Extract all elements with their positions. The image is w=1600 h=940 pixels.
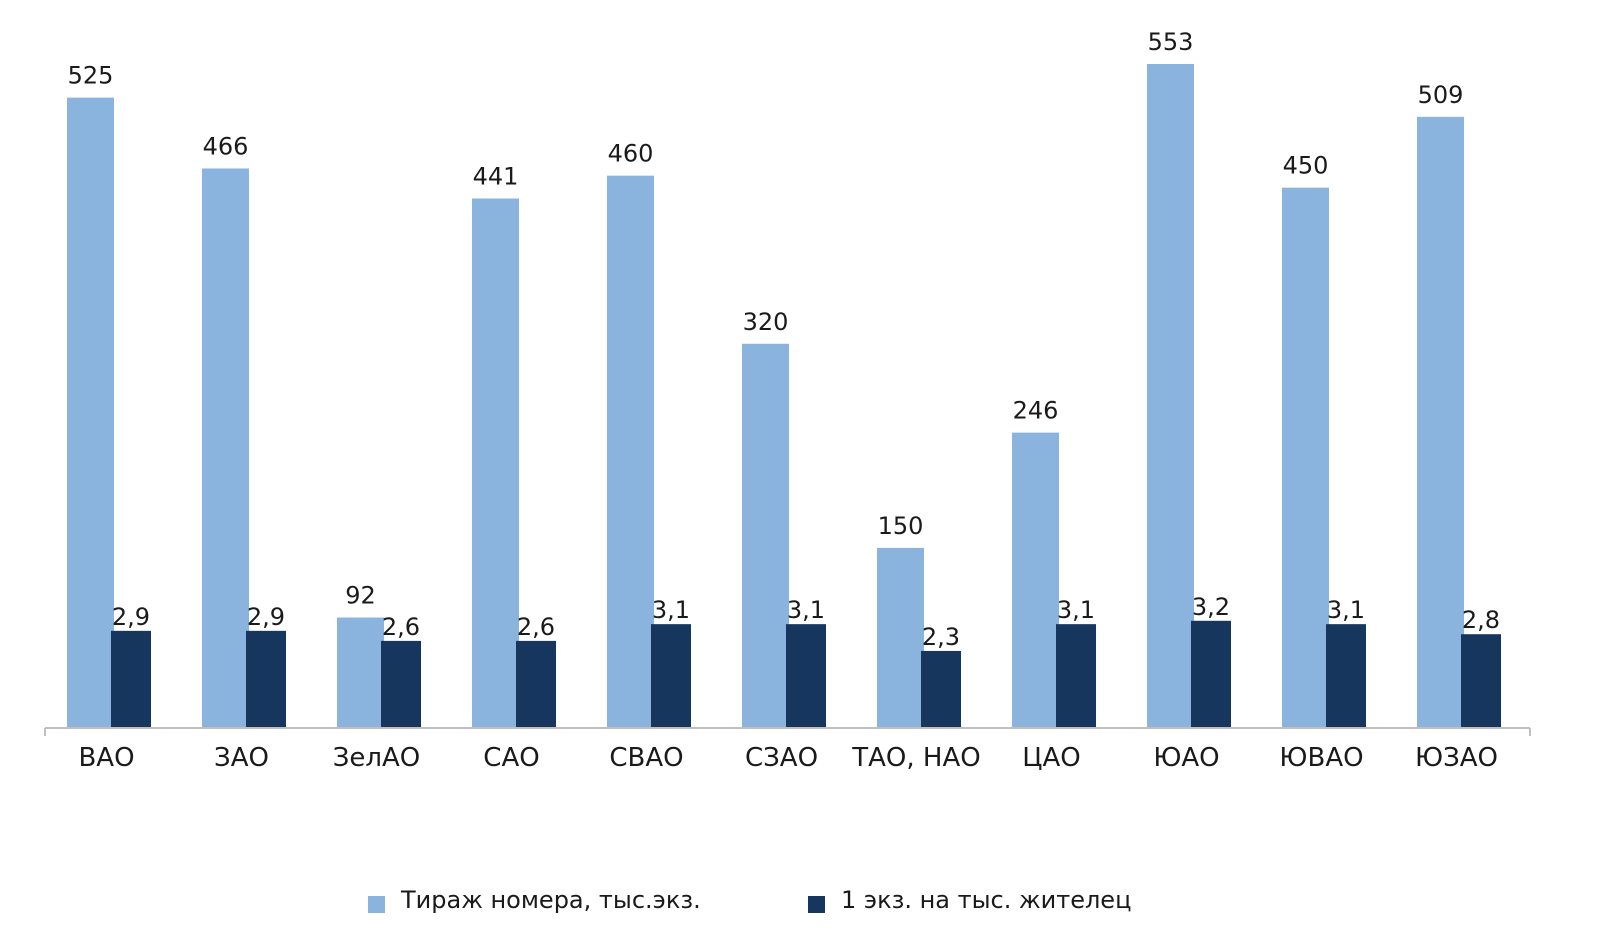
legend-swatch-series-1 xyxy=(368,895,385,913)
data-label-series-2-8: 3,1 xyxy=(1057,596,1095,624)
bar-series-2-5 xyxy=(651,624,691,728)
category-label-6: СЗАО xyxy=(745,743,818,773)
bar-series-2-3 xyxy=(381,640,421,728)
data-label-series-2-4: 2,6 xyxy=(517,613,555,641)
bar-series-2-7 xyxy=(921,650,961,728)
category-label-7: ТАО, НАО xyxy=(851,743,980,773)
data-label-series-2-11: 2,8 xyxy=(1462,606,1500,634)
category-label-3: ЗелАО xyxy=(333,743,421,773)
bar-chart: 5252,9ВАО4662,9ЗАО922,6ЗелАО4412,6САО460… xyxy=(44,28,1531,773)
data-label-series-2-5: 3,1 xyxy=(652,596,690,624)
bar-series-1-2 xyxy=(202,168,249,728)
bar-series-1-10 xyxy=(1282,187,1329,728)
category-label-4: САО xyxy=(483,743,539,773)
bar-series-1-9 xyxy=(1147,64,1194,728)
category-label-11: ЮЗАО xyxy=(1415,743,1498,773)
bar-series-2-4 xyxy=(516,640,556,728)
bar-series-2-6 xyxy=(786,624,826,728)
category-label-9: ЮАО xyxy=(1153,743,1219,773)
legend-label-series-1: Тираж номера, тыс.экз. xyxy=(401,886,701,914)
bar-series-2-1 xyxy=(111,630,151,728)
bar-series-1-6 xyxy=(742,343,789,728)
legend-swatch-series-2 xyxy=(808,895,825,913)
data-label-series-1-7: 150 xyxy=(878,512,924,540)
legend-item-series-2: 1 экз. на тыс. жителец xyxy=(808,885,1131,915)
bar-series-1-3 xyxy=(337,617,384,728)
bar-series-2-9 xyxy=(1191,620,1231,728)
data-label-series-1-3: 92 xyxy=(345,582,376,610)
bar-series-2-2 xyxy=(246,630,286,728)
legend-item-series-1: Тираж номера, тыс.экз. xyxy=(368,885,701,915)
data-label-series-2-10: 3,1 xyxy=(1327,596,1365,624)
data-label-series-2-2: 2,9 xyxy=(247,603,285,631)
data-label-series-2-1: 2,9 xyxy=(112,603,150,631)
data-label-series-1-2: 466 xyxy=(203,132,249,160)
bar-series-1-4 xyxy=(472,198,519,728)
data-label-series-2-9: 3,2 xyxy=(1192,593,1230,621)
data-label-series-1-9: 553 xyxy=(1148,28,1194,56)
data-label-series-1-4: 441 xyxy=(473,162,519,190)
category-label-2: ЗАО xyxy=(214,743,269,773)
category-label-5: СВАО xyxy=(609,743,683,773)
bar-series-1-7 xyxy=(877,547,924,728)
bar-series-2-10 xyxy=(1326,624,1366,728)
data-label-series-2-3: 2,6 xyxy=(382,613,420,641)
data-label-series-1-6: 320 xyxy=(743,308,789,336)
data-label-series-1-1: 525 xyxy=(68,62,114,90)
data-label-series-1-8: 246 xyxy=(1013,397,1059,425)
data-label-series-1-5: 460 xyxy=(608,140,654,168)
category-label-8: ЦАО xyxy=(1022,743,1080,773)
bar-series-2-11 xyxy=(1461,634,1501,728)
bar-series-1-5 xyxy=(607,175,654,729)
bar-series-1-1 xyxy=(67,97,114,729)
bar-series-1-11 xyxy=(1417,116,1464,728)
category-label-10: ЮВАО xyxy=(1279,743,1363,773)
legend-label-series-2: 1 экз. на тыс. жителец xyxy=(841,886,1132,914)
bar-series-2-8 xyxy=(1056,624,1096,728)
bar-series-1-8 xyxy=(1012,432,1059,728)
data-label-series-1-11: 509 xyxy=(1418,81,1464,109)
category-label-1: ВАО xyxy=(78,743,134,773)
data-label-series-2-7: 2,3 xyxy=(922,623,960,651)
data-label-series-1-10: 450 xyxy=(1283,152,1329,180)
data-label-series-2-6: 3,1 xyxy=(787,596,825,624)
